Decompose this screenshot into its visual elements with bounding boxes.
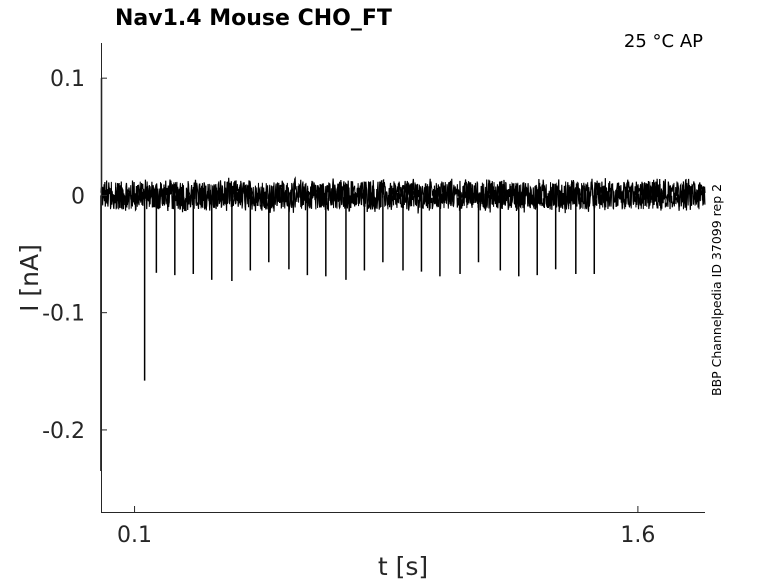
chart-title: Nav1.4 Mouse CHO_FT xyxy=(115,6,392,31)
side-label: BBP Channelpedia ID 37099 rep 2 xyxy=(709,184,724,396)
y-tick-label: 0 xyxy=(71,184,85,209)
x-tick-label: 1.6 xyxy=(620,523,655,548)
axes xyxy=(101,43,705,513)
x-ticks: 0.1 1.6 xyxy=(117,506,655,548)
y-tick-label: 0.1 xyxy=(50,67,85,92)
y-tick-label: -0.2 xyxy=(42,419,85,444)
y-axis-label: I [nA] xyxy=(15,244,44,312)
condition-label: 25 °C AP xyxy=(624,31,703,52)
current-trace xyxy=(100,78,706,471)
x-tick-label: 0.1 xyxy=(117,523,152,548)
x-axis-label: t [s] xyxy=(378,552,428,581)
y-tick-label: -0.1 xyxy=(42,302,85,327)
y-ticks: 0.1 0 -0.1 -0.2 xyxy=(42,67,107,444)
